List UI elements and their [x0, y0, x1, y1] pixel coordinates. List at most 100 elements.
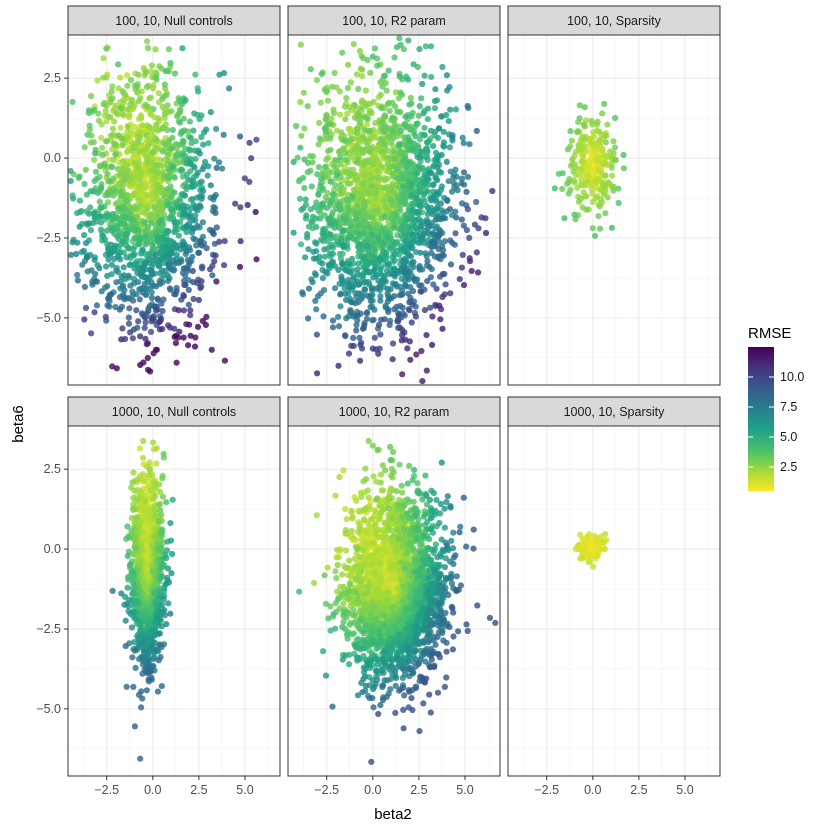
data-point — [377, 331, 384, 338]
data-point — [237, 204, 244, 211]
data-point — [327, 135, 334, 142]
data-point — [352, 215, 359, 222]
data-point — [394, 166, 401, 173]
data-point — [581, 104, 588, 111]
data-point — [103, 118, 110, 125]
facet-panel: 100, 10, Null controls — [67, 5, 281, 386]
data-point — [142, 274, 149, 281]
data-point — [349, 193, 356, 200]
data-point — [417, 288, 424, 295]
data-point — [153, 445, 160, 452]
data-point — [428, 204, 435, 211]
data-point — [180, 115, 187, 122]
data-point — [374, 207, 381, 214]
data-point — [407, 245, 414, 252]
data-point — [368, 284, 375, 292]
data-point — [384, 290, 391, 297]
data-point — [573, 129, 581, 136]
data-point — [179, 242, 186, 249]
data-point — [192, 206, 200, 213]
data-point — [136, 296, 143, 303]
data-point — [437, 200, 444, 207]
data-point — [105, 256, 112, 263]
data-point — [192, 138, 199, 145]
data-point — [107, 251, 114, 258]
data-point — [323, 156, 330, 163]
data-point — [187, 134, 194, 142]
data-point — [440, 214, 447, 221]
data-point — [108, 291, 115, 298]
data-point — [595, 158, 602, 165]
data-point — [452, 230, 459, 237]
data-point — [375, 174, 382, 181]
data-point — [193, 242, 200, 249]
data-point — [166, 285, 173, 292]
data-point — [319, 260, 326, 267]
data-point — [391, 281, 398, 288]
data-point — [394, 239, 401, 246]
data-point — [434, 134, 442, 141]
data-point — [146, 259, 153, 266]
data-point — [309, 213, 316, 220]
data-point — [595, 213, 602, 220]
data-point — [173, 251, 180, 258]
data-point — [381, 112, 388, 119]
data-point — [213, 278, 220, 285]
data-point — [143, 205, 151, 212]
data-point — [362, 138, 369, 145]
data-point — [125, 244, 132, 251]
data-point — [189, 195, 196, 203]
data-point — [346, 261, 353, 268]
data-point — [421, 132, 428, 139]
data-point — [130, 154, 137, 161]
data-point — [77, 209, 84, 216]
data-point — [392, 103, 399, 110]
data-point — [373, 156, 380, 163]
data-point — [385, 261, 392, 268]
data-point — [366, 107, 373, 114]
data-point — [353, 327, 360, 334]
data-point — [427, 223, 434, 230]
data-point — [104, 302, 111, 309]
data-point — [334, 238, 341, 245]
data-point — [415, 215, 422, 222]
data-point — [333, 171, 341, 178]
data-point — [612, 157, 619, 164]
data-point — [131, 123, 138, 130]
data-point — [450, 179, 457, 186]
data-point — [608, 164, 615, 171]
point-layer — [290, 35, 496, 385]
data-point — [406, 338, 413, 345]
point-layer — [109, 437, 176, 762]
data-point — [329, 250, 336, 257]
data-point — [91, 309, 98, 316]
data-point — [423, 332, 430, 339]
data-point — [417, 154, 424, 161]
data-point — [410, 258, 417, 266]
data-point — [360, 229, 367, 236]
data-point — [301, 184, 308, 192]
data-point — [298, 132, 305, 139]
data-point — [465, 104, 472, 111]
data-point — [98, 204, 105, 211]
data-point — [89, 281, 96, 288]
data-point — [447, 237, 454, 244]
data-point — [354, 312, 361, 319]
data-point — [105, 212, 113, 219]
data-point — [113, 365, 120, 372]
data-point — [129, 147, 136, 154]
data-point — [368, 231, 375, 238]
data-point — [434, 164, 441, 171]
data-point — [329, 83, 336, 90]
data-point — [320, 238, 327, 245]
data-point — [137, 333, 144, 340]
data-point — [412, 133, 419, 140]
data-point — [221, 357, 228, 364]
data-point — [367, 69, 374, 76]
data-point — [165, 138, 172, 145]
data-point — [154, 127, 161, 134]
data-point — [335, 313, 342, 320]
data-point — [411, 276, 418, 283]
data-point — [410, 263, 417, 271]
data-point — [329, 191, 336, 198]
